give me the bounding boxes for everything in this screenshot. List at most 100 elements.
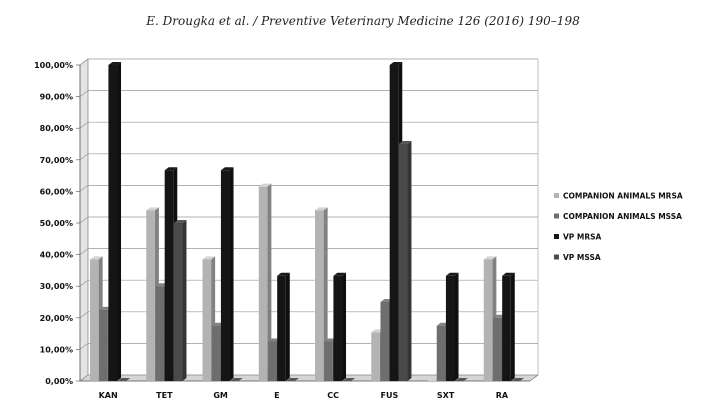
- bar-side: [182, 220, 187, 381]
- bar: [445, 272, 459, 381]
- bar-side: [342, 272, 347, 381]
- y-tick-label: 10,00%: [40, 345, 73, 354]
- gridline: [79, 58, 538, 66]
- bar-top: [117, 378, 131, 381]
- bar: [455, 378, 468, 381]
- bar-side: [323, 207, 328, 381]
- x-tick-label: KAN: [99, 391, 118, 400]
- bar-front: [445, 275, 455, 381]
- bar: [173, 220, 187, 381]
- bar: [258, 183, 272, 381]
- y-tick-label: 100,00%: [34, 61, 73, 70]
- bar-front: [164, 170, 174, 381]
- bar-front: [211, 325, 221, 381]
- bar-front: [380, 302, 390, 381]
- legend-swatch: [554, 254, 559, 260]
- y-tick-label: 30,00%: [40, 282, 73, 291]
- bar-top: [108, 62, 122, 65]
- chart-bars: [90, 62, 524, 381]
- x-tick-label: GM: [213, 391, 228, 400]
- bar-front: [220, 170, 230, 381]
- bar-top: [483, 256, 497, 260]
- bar-front: [90, 259, 99, 381]
- x-tick-label: E: [274, 391, 279, 400]
- gridline: [79, 121, 538, 129]
- bar: [333, 272, 347, 381]
- gridline: [79, 216, 538, 224]
- bar: [398, 141, 412, 381]
- legend-label: VP MSSA: [563, 253, 601, 262]
- gridline: [79, 153, 538, 161]
- bar-front: [389, 65, 399, 381]
- bar: [286, 378, 299, 381]
- bar-front: [155, 286, 165, 381]
- y-tick-label: 20,00%: [40, 314, 73, 323]
- bar: [315, 207, 328, 381]
- chart-legend: COMPANION ANIMALS MRSA COMPANION ANIMALS …: [554, 192, 683, 262]
- y-tick-label: 50,00%: [40, 219, 73, 228]
- y-tick-label: 60,00%: [40, 187, 73, 196]
- bar-top: [164, 167, 178, 171]
- legend-swatch: [554, 213, 559, 219]
- bar-side: [267, 183, 272, 381]
- gridline: [79, 90, 538, 97]
- bar-side: [117, 62, 122, 381]
- bar-top: [389, 62, 403, 65]
- x-tick-label: TET: [156, 391, 173, 400]
- y-tick-label: 40,00%: [40, 251, 73, 260]
- bar-top: [333, 272, 347, 276]
- y-axis-tick-labels: 0,00% 10,00% 20,00% 30,00% 40,00% 50,00% 60,00…: [34, 61, 73, 386]
- bar-front: [277, 275, 286, 381]
- bar-front: [315, 210, 324, 381]
- bar-front: [436, 325, 446, 381]
- bar-front: [333, 275, 343, 381]
- bar-front: [146, 210, 155, 381]
- bar-top: [398, 141, 412, 144]
- bar: [108, 62, 122, 381]
- bar-side: [285, 272, 290, 381]
- x-tick-label: SXT: [437, 391, 455, 400]
- bar-front: [202, 259, 212, 381]
- y-tick-label: 80,00%: [40, 124, 73, 133]
- bar-side: [229, 167, 234, 381]
- legend-swatch: [554, 193, 559, 198]
- bar-front: [324, 341, 333, 381]
- bar: [511, 378, 524, 381]
- bar-top: [220, 167, 234, 171]
- bar-side: [454, 272, 459, 381]
- bar-top: [511, 378, 524, 381]
- bar-top: [202, 256, 216, 260]
- bar-front: [502, 275, 511, 381]
- bar-top: [277, 272, 290, 276]
- bar: [230, 378, 243, 381]
- legend-label: VP MRSA: [563, 233, 602, 242]
- bar-side: [407, 141, 412, 381]
- journal-citation: E. Drougka et al. / Preventive Veterinar…: [146, 14, 580, 28]
- bar-front: [258, 186, 268, 381]
- bar-front: [398, 144, 408, 381]
- bar-top: [173, 220, 187, 223]
- legend-label: COMPANION ANIMALS MRSA: [563, 192, 683, 201]
- bar-top: [342, 378, 356, 381]
- gridline: [79, 185, 538, 192]
- gridline: [79, 279, 538, 287]
- bar-top: [146, 207, 159, 211]
- bar-front: [492, 317, 502, 381]
- bar-front: [483, 259, 493, 381]
- bar-top: [286, 378, 299, 381]
- bar-top: [90, 256, 103, 260]
- bar-front: [173, 223, 183, 381]
- bar: [342, 378, 356, 381]
- legend-label: COMPANION ANIMALS MSSA: [563, 212, 682, 221]
- bar-front: [108, 65, 118, 381]
- x-tick-label: FUS: [381, 391, 399, 400]
- bar: [502, 272, 515, 381]
- bar-top: [258, 183, 272, 187]
- bar-top: [502, 272, 515, 276]
- y-tick-label: 90,00%: [40, 93, 73, 102]
- y-tick-label: 70,00%: [40, 156, 73, 165]
- bar-front: [267, 341, 277, 381]
- bar: [277, 272, 290, 381]
- x-tick-label: RA: [496, 391, 509, 400]
